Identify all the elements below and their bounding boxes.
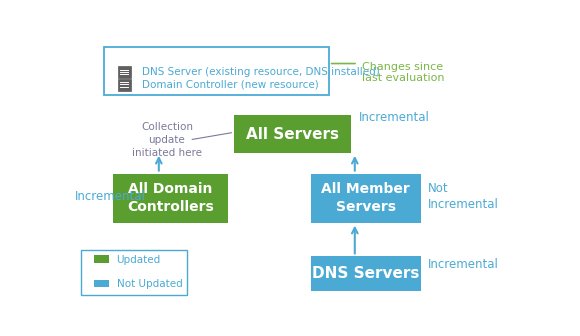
FancyBboxPatch shape [118,79,130,91]
Text: All Member
Servers: All Member Servers [321,182,410,214]
FancyBboxPatch shape [311,174,421,223]
Text: Collection
update
initiated here: Collection update initiated here [132,122,202,158]
FancyBboxPatch shape [234,115,351,153]
Text: All Servers: All Servers [246,127,339,141]
Text: Not
Incremental: Not Incremental [427,182,498,211]
FancyBboxPatch shape [118,67,130,78]
FancyBboxPatch shape [104,47,329,95]
FancyBboxPatch shape [113,174,227,223]
FancyBboxPatch shape [81,250,187,295]
Text: Incremental: Incremental [75,191,146,203]
Text: Changes since
last evaluation: Changes since last evaluation [362,62,445,83]
Text: Domain Controller (new resource): Domain Controller (new resource) [142,80,319,90]
Text: Incremental: Incremental [358,112,429,124]
FancyBboxPatch shape [311,256,421,291]
Text: Incremental: Incremental [427,258,498,270]
Text: All Domain
Controllers: All Domain Controllers [127,182,213,214]
Text: DNS Server (existing resource, DNS installed): DNS Server (existing resource, DNS insta… [142,68,380,77]
Text: Updated: Updated [117,255,161,265]
FancyBboxPatch shape [94,255,109,263]
Text: DNS Servers: DNS Servers [312,266,419,281]
Text: Not Updated: Not Updated [117,279,182,289]
FancyBboxPatch shape [94,280,109,287]
